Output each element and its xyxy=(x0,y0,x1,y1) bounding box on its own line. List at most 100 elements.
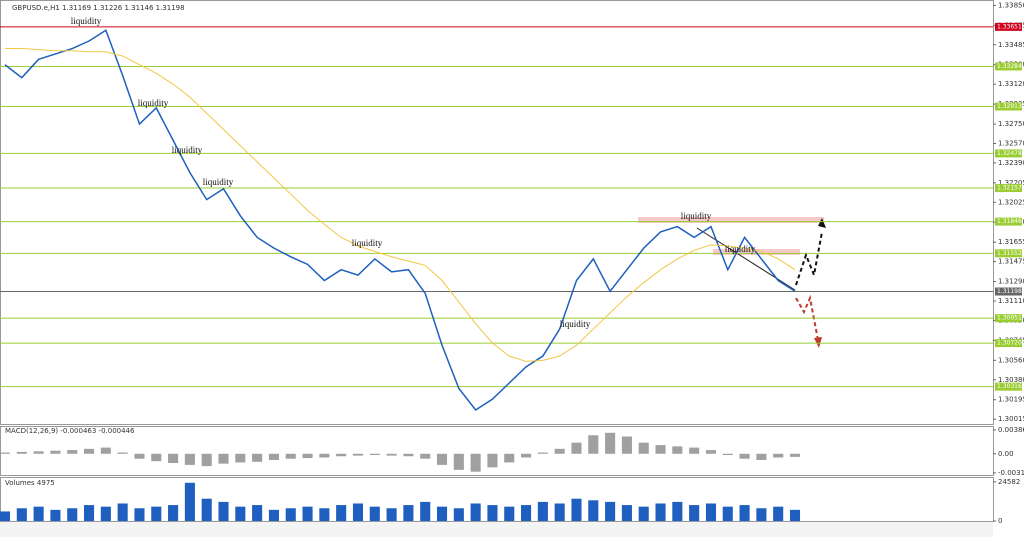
y-tick-label: 1.33850 xyxy=(998,1,1024,9)
macd-bar xyxy=(67,450,78,454)
macd-bar xyxy=(487,453,498,468)
bull-arrow xyxy=(795,231,823,286)
macd-bar xyxy=(403,453,414,457)
level-label: 1.31198 xyxy=(997,288,1022,295)
y-tick-label: 1.31290 xyxy=(998,278,1024,286)
level-label: 1.30316 xyxy=(997,383,1022,390)
annotation: liquidity xyxy=(138,98,169,108)
y-tick-label: 0 xyxy=(998,517,1002,525)
level-label: 1.32157 xyxy=(997,185,1022,192)
level-tag xyxy=(995,287,1022,296)
y-tick-label: 1.30195 xyxy=(998,396,1024,404)
volume-bar xyxy=(537,501,548,521)
volume-bar xyxy=(470,503,481,521)
volume-bar xyxy=(521,505,532,521)
y-tick-label: 1.31475 xyxy=(998,258,1024,266)
volume-bar xyxy=(386,508,397,521)
moving-average xyxy=(5,48,796,362)
level-label: 1.33284 xyxy=(997,63,1022,70)
y-tick-label: 1.32205 xyxy=(998,179,1024,187)
annotation: liquidity xyxy=(352,238,383,248)
volume-bar xyxy=(436,506,448,521)
macd-bar xyxy=(0,452,11,454)
volume-bar xyxy=(33,506,44,521)
volume-bar xyxy=(285,508,296,521)
level-label: 1.30951 xyxy=(997,315,1022,322)
volume-bar xyxy=(252,505,263,521)
volume-bar xyxy=(756,508,767,521)
level-label: 1.33651 xyxy=(997,23,1022,30)
macd-bar xyxy=(100,447,111,454)
annotation: liquidity xyxy=(681,211,712,221)
volume-bar xyxy=(302,506,313,521)
volume-bar xyxy=(218,501,229,521)
level-tag xyxy=(995,62,1022,71)
volume-bar xyxy=(16,508,27,521)
price-panel xyxy=(0,0,994,425)
macd-bar xyxy=(621,436,632,454)
macd-bar xyxy=(521,453,532,458)
volume-bar xyxy=(67,508,78,521)
level-label: 1.31552 xyxy=(997,250,1022,257)
annotation: liquidity xyxy=(172,145,203,155)
volume-bar xyxy=(319,508,330,521)
liquidity-zone xyxy=(638,217,824,223)
macd-bar xyxy=(789,453,801,457)
level-tag xyxy=(995,382,1022,391)
macd-bar xyxy=(705,450,716,454)
volume-bar xyxy=(621,505,632,521)
macd-bar xyxy=(84,448,95,454)
macd-bar xyxy=(201,453,212,467)
annotation: liquidity xyxy=(203,177,234,187)
volume-bar xyxy=(268,509,279,521)
macd-bar xyxy=(285,453,296,459)
volume-bar xyxy=(168,505,179,521)
bear-arrow xyxy=(795,294,819,341)
volume-bar xyxy=(554,503,565,521)
macd-bar xyxy=(672,446,683,454)
macd-bar xyxy=(773,453,784,458)
volume-bar xyxy=(134,508,145,521)
macd-bar xyxy=(336,453,347,457)
macd-bar xyxy=(470,453,481,472)
macd-bar xyxy=(554,448,565,454)
macd-bar xyxy=(756,453,767,460)
macd-bar xyxy=(252,453,263,462)
level-tag xyxy=(995,249,1022,258)
macd-bar xyxy=(134,453,145,459)
level-tag xyxy=(995,22,1022,31)
y-tick-label: 1.31110 xyxy=(998,297,1024,305)
volume-bar xyxy=(151,506,162,521)
volume-bar xyxy=(504,506,515,521)
level-tag xyxy=(995,217,1022,226)
volume-bar xyxy=(487,505,498,521)
macd-title: MACD(12,26,9) -0.000463 -0.000446 xyxy=(5,427,135,435)
y-tick-label: 1.30380 xyxy=(998,376,1024,384)
price-line xyxy=(4,29,796,411)
macd-bar xyxy=(151,453,162,462)
volume-bar xyxy=(453,508,464,521)
level-tag xyxy=(995,102,1022,111)
volume-bar xyxy=(0,511,11,521)
macd-bar xyxy=(268,453,279,460)
volume-bar xyxy=(773,506,784,521)
arrow-head xyxy=(814,337,822,348)
y-tick-label: 1.30015 xyxy=(998,415,1024,423)
macd-bar xyxy=(571,442,582,454)
volume-bar xyxy=(655,503,666,521)
annotation: liquidity xyxy=(560,319,591,329)
macd-bar xyxy=(420,453,431,459)
volume-bar xyxy=(50,509,61,521)
y-tick-label: 0.00 xyxy=(998,450,1014,458)
volume-bar xyxy=(689,505,700,521)
macd-panel xyxy=(0,426,994,476)
annotation: liquidity xyxy=(71,16,102,26)
time-axis xyxy=(0,522,993,537)
volume-bar xyxy=(420,501,431,521)
level-label: 1.30720 xyxy=(997,340,1022,347)
volume-bar xyxy=(336,505,347,521)
volume-bar xyxy=(201,498,212,521)
volume-bar xyxy=(184,482,195,521)
